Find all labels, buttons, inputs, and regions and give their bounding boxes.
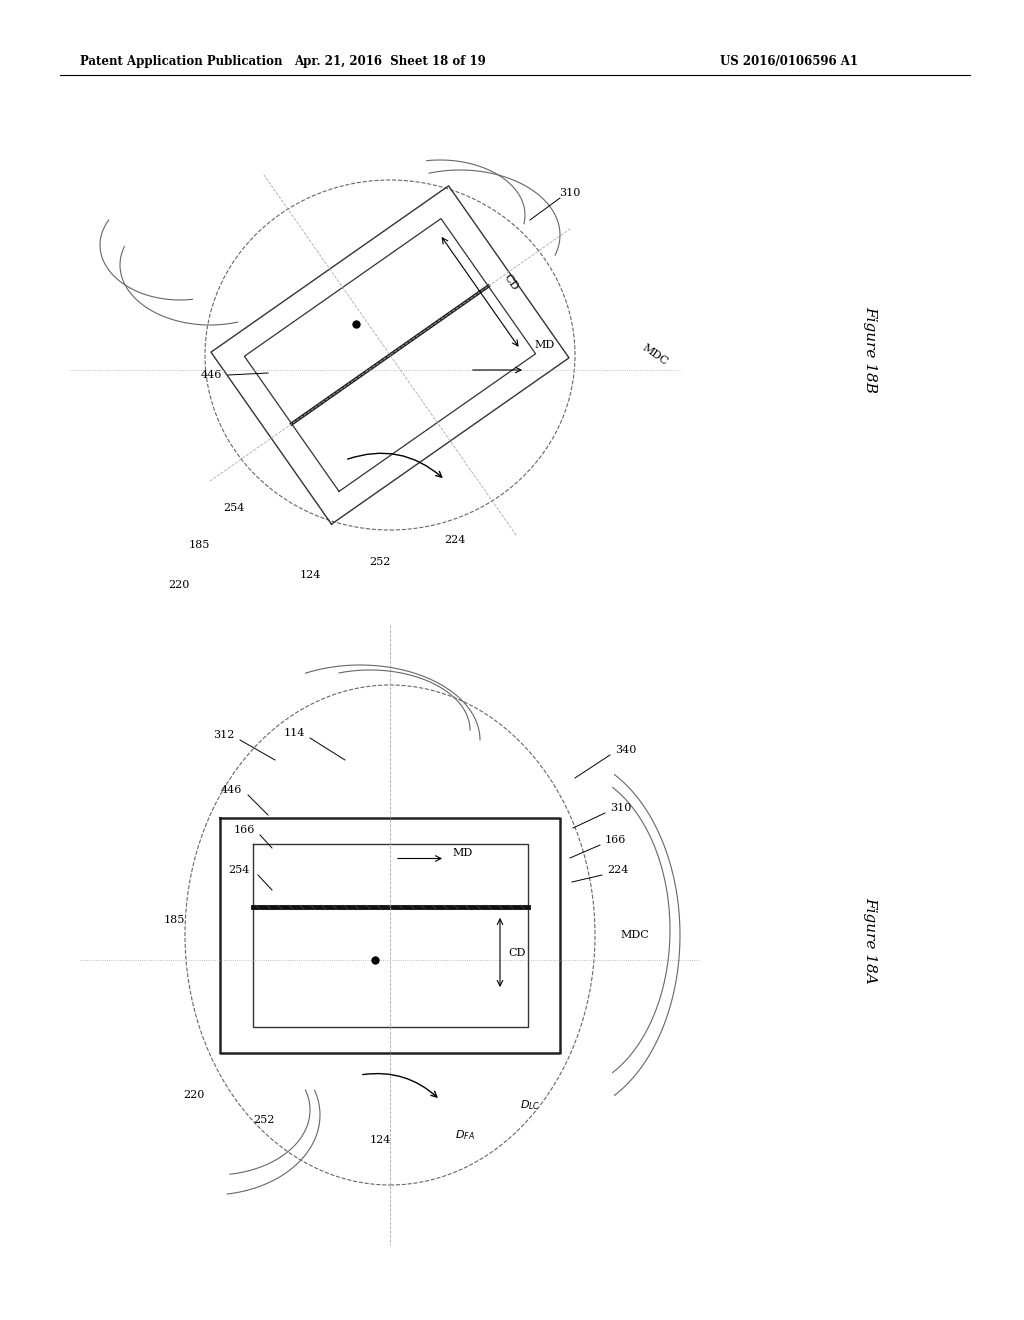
- Text: 310: 310: [610, 803, 632, 813]
- Text: $D_{FA}$: $D_{FA}$: [455, 1129, 475, 1142]
- Text: 254: 254: [223, 503, 245, 513]
- Text: CD: CD: [502, 273, 519, 293]
- Text: CD: CD: [508, 948, 525, 958]
- Text: Figure 18A: Figure 18A: [863, 896, 877, 983]
- Text: 166: 166: [233, 825, 255, 836]
- Text: MD: MD: [452, 849, 472, 858]
- Text: 224: 224: [607, 865, 629, 875]
- Text: 446: 446: [220, 785, 242, 795]
- Text: 124: 124: [299, 570, 321, 579]
- Text: $D_{LC}$: $D_{LC}$: [520, 1098, 541, 1111]
- Text: 185: 185: [188, 540, 210, 550]
- Text: 312: 312: [214, 730, 234, 741]
- Text: 252: 252: [254, 1115, 275, 1125]
- Text: 252: 252: [370, 557, 391, 568]
- Text: Apr. 21, 2016  Sheet 18 of 19: Apr. 21, 2016 Sheet 18 of 19: [294, 55, 485, 69]
- Text: 114: 114: [284, 729, 305, 738]
- Text: 185: 185: [164, 915, 185, 925]
- Text: 220: 220: [183, 1090, 205, 1100]
- Text: 166: 166: [605, 836, 627, 845]
- Text: 224: 224: [444, 535, 466, 545]
- Text: Patent Application Publication: Patent Application Publication: [80, 55, 283, 69]
- Text: 254: 254: [228, 865, 250, 875]
- Text: MDC: MDC: [640, 343, 670, 367]
- Text: US 2016/0106596 A1: US 2016/0106596 A1: [720, 55, 858, 69]
- Text: 340: 340: [615, 744, 636, 755]
- Text: 220: 220: [169, 579, 190, 590]
- Text: 446: 446: [201, 370, 222, 380]
- Text: MD: MD: [535, 341, 555, 350]
- Text: Figure 18B: Figure 18B: [863, 306, 877, 393]
- Text: 310: 310: [559, 187, 581, 198]
- Text: 124: 124: [370, 1135, 391, 1144]
- Text: MDC: MDC: [620, 931, 649, 940]
